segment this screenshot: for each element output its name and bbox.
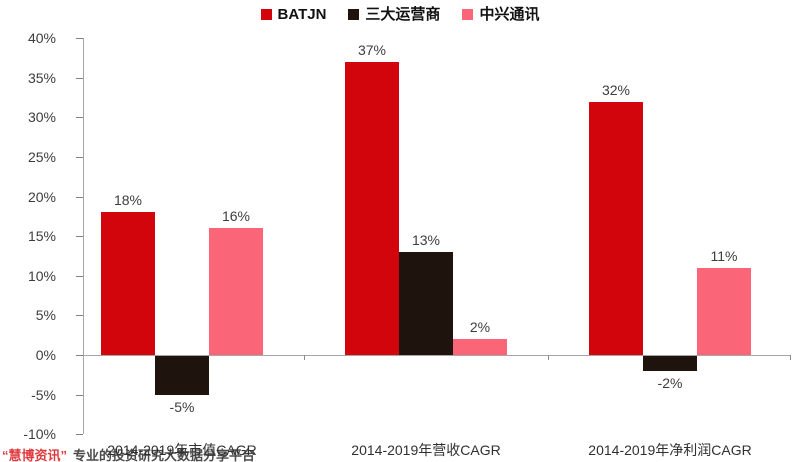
y-tick-label: 0% bbox=[35, 347, 56, 363]
y-tick-mark bbox=[76, 157, 83, 159]
y-tick-label: 35% bbox=[27, 69, 56, 86]
y-tick-mark bbox=[76, 38, 83, 40]
bar-value-label: -2% bbox=[657, 374, 683, 391]
x-category-label: 2014-2019年营收CAGR bbox=[351, 442, 501, 458]
bar-value-label: 37% bbox=[357, 42, 387, 59]
y-axis-line bbox=[83, 38, 84, 435]
bar-value-label: -5% bbox=[169, 398, 195, 415]
y-tick-mark bbox=[76, 77, 83, 79]
bar-value-label: 2% bbox=[469, 319, 491, 336]
y-tick-mark bbox=[76, 236, 83, 238]
bar-value-label: 18% bbox=[113, 192, 143, 209]
bar-BATJN-0 bbox=[101, 212, 155, 355]
legend-item: 中兴通讯 bbox=[462, 7, 539, 22]
y-tick-mark bbox=[76, 394, 83, 396]
y-tick-label: 5% bbox=[35, 307, 56, 324]
y-tick-label: 25% bbox=[27, 149, 56, 166]
zero-axis-line bbox=[83, 355, 791, 356]
x-category-label: 2014-2019年市值CAGR bbox=[107, 442, 257, 458]
category-tick-mark bbox=[790, 355, 791, 360]
legend-item: 三大运营商 bbox=[348, 7, 440, 22]
watermark: “慧博资讯” 专业的投资研究大数据分享平台 bbox=[2, 448, 255, 462]
y-tick-label: 20% bbox=[27, 188, 56, 205]
bar-中兴通讯-1 bbox=[453, 339, 507, 355]
legend-swatch-icon bbox=[260, 8, 272, 20]
category-tick-mark bbox=[548, 355, 549, 360]
bar-三大运营商-2 bbox=[643, 355, 697, 371]
bar-BATJN-2 bbox=[589, 101, 643, 355]
bar-value-label: 13% bbox=[411, 232, 441, 249]
y-tick-label: 40% bbox=[27, 30, 56, 47]
bar-value-label: 16% bbox=[221, 208, 251, 225]
y-tick-label: -10% bbox=[23, 426, 56, 443]
y-tick-mark bbox=[76, 315, 83, 317]
bar-三大运营商-1 bbox=[399, 252, 453, 355]
bar-BATJN-1 bbox=[345, 62, 399, 355]
legend-swatch-icon bbox=[348, 8, 360, 20]
watermark-brand: “慧博资讯” bbox=[2, 448, 68, 462]
legend-label: BATJN bbox=[277, 5, 327, 23]
y-tick-mark bbox=[76, 117, 83, 119]
bar-value-label: 11% bbox=[710, 247, 738, 264]
y-tick-mark bbox=[76, 275, 83, 277]
y-tick-label: 15% bbox=[27, 228, 56, 245]
y-tick-mark bbox=[76, 196, 83, 198]
legend-item: BATJN bbox=[260, 5, 327, 23]
bar-三大运营商-0 bbox=[155, 355, 209, 395]
y-tick-mark bbox=[76, 434, 83, 436]
bar-value-label: 32% bbox=[601, 81, 631, 98]
legend-label: 中兴通讯 bbox=[479, 5, 540, 23]
bar-中兴通讯-2 bbox=[697, 267, 751, 355]
y-tick-label: -5% bbox=[31, 386, 56, 403]
watermark-tagline: 专业的投资研究大数据分享平台 bbox=[73, 448, 256, 462]
legend: BATJN 三大运营商 中兴通讯 bbox=[0, 4, 800, 24]
y-tick-label: 30% bbox=[27, 109, 56, 126]
y-tick-mark bbox=[76, 355, 83, 356]
legend-label: 三大运营商 bbox=[365, 5, 441, 23]
y-tick-label: 10% bbox=[27, 267, 56, 284]
x-category-label: 2014-2019年净利润CAGR bbox=[588, 442, 752, 458]
legend-swatch-icon bbox=[462, 8, 474, 20]
category-tick-mark bbox=[304, 355, 305, 360]
bar-中兴通讯-0 bbox=[209, 228, 263, 355]
